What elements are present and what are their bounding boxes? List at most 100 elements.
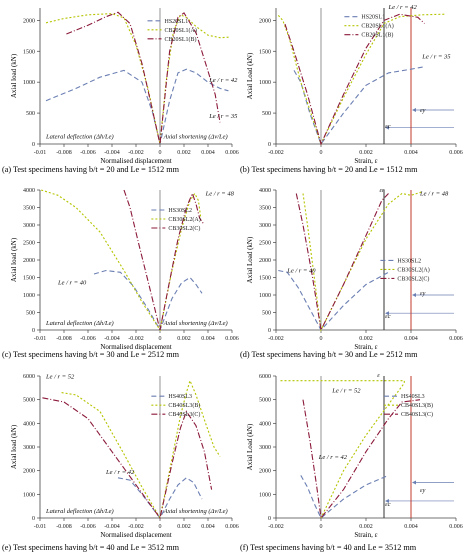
- x-tick-label: 0.002: [359, 336, 373, 342]
- x-tick-label: 0.006: [225, 336, 239, 342]
- x-tick-label: 0.002: [177, 150, 191, 156]
- x-tick-label: 0.004: [201, 336, 215, 342]
- series-line-0: [45, 68, 229, 145]
- series-line-1: [280, 380, 405, 519]
- y-tick-label: 0: [32, 516, 35, 522]
- y-tick-label: 4000: [23, 421, 35, 427]
- panel-caption: (b) Test specimens having b/t = 20 and L…: [240, 165, 418, 174]
- annotation: εy: [420, 487, 426, 494]
- legend-entry: CB20SL1(A): [165, 27, 197, 34]
- y-tick-label: 500: [262, 311, 271, 317]
- series-line-0: [278, 269, 389, 331]
- y-tick-label: 2000: [259, 258, 271, 264]
- ref-arrow-head: [385, 125, 389, 130]
- x-tick-label: 0.006: [225, 150, 239, 156]
- annotation: Le / r = 48: [419, 190, 449, 197]
- x-tick-label: -0.002: [268, 524, 284, 530]
- x-axis-title: Strain, ε: [354, 343, 377, 351]
- x-axis-title: Normalised displacement: [100, 157, 171, 165]
- ref-arrow-head: [412, 108, 416, 112]
- ref-arrow-head: [412, 480, 416, 485]
- annotation: Le / r = 42: [318, 454, 348, 461]
- legend-entry: HS30SL2: [168, 208, 192, 214]
- x-tick-label: 0.006: [449, 524, 463, 530]
- annotation: Lateral deflection (Δh/Le): [45, 508, 114, 515]
- series-line-2: [66, 11, 221, 145]
- x-tick-label: 0: [159, 524, 162, 530]
- series-line-2: [302, 399, 421, 520]
- y-tick-label: 2500: [259, 241, 271, 247]
- legend-entry: CB30SL2(A): [168, 216, 200, 223]
- panel-caption: (f) Test specimens having b/t = 40 and L…: [240, 543, 417, 552]
- y-tick-label: 1500: [259, 276, 271, 282]
- legend-entry: CB40SL3(B): [168, 402, 200, 409]
- x-tick-label: -0.004: [104, 336, 120, 342]
- x-tick-label: 0.004: [201, 150, 215, 156]
- x-tick-label: 0.002: [359, 524, 373, 530]
- annotation: Le / r = 42: [388, 4, 418, 11]
- y-tick-label: 1000: [259, 492, 271, 498]
- series-line-1: [277, 13, 445, 146]
- series-line-1: [45, 13, 230, 145]
- chart-panel-e: -0.01 -0.008 -0.006 -0.004 -0.002 0 0.002 0.004…: [2, 373, 239, 552]
- y-tick-label: 3000: [23, 223, 35, 229]
- chart-panel-d: -0.002 0 0.002 0.004 0.006 0 500 1000 1500 2000 25…: [240, 187, 463, 359]
- y-tick-label: 1500: [259, 49, 271, 55]
- x-tick-label: 0.004: [404, 336, 418, 342]
- chart-panel-c: -0.01 -0.008 -0.006 -0.004 -0.002 0 0.002 0.004…: [2, 188, 239, 359]
- y-tick-label: 0: [32, 142, 35, 148]
- legend-entry: HS20SL1: [165, 19, 189, 25]
- x-axis-title: Strain, ε: [354, 157, 377, 165]
- y-tick-label: 5000: [259, 398, 271, 404]
- x-tick-label: -0.006: [80, 150, 96, 156]
- legend: HS30SL2 CB30SL2(A) CB30SL2(C): [151, 208, 201, 232]
- legend-entry: CB40SL3(B): [401, 402, 433, 409]
- x-tick-label: -0.006: [80, 524, 96, 530]
- ref-arrow-head: [385, 498, 389, 503]
- x-tick-label: 0.006: [225, 524, 239, 530]
- annotation: Le / r = 40: [286, 267, 316, 274]
- x-tick-label: -0.002: [128, 524, 144, 530]
- legend-entry: HS40SL3: [401, 394, 425, 400]
- y-tick-label: 0: [268, 516, 271, 522]
- panel-caption: (c) Test specimens having b/t = 30 and L…: [2, 350, 180, 359]
- annotation: Le / r = 52: [45, 373, 75, 380]
- legend-entry: CB20SL1(A): [361, 23, 393, 30]
- x-tick-label: -0.008: [56, 336, 72, 342]
- legend: HS20SL1 CB20SL1(A) CB20SL1(B): [147, 19, 197, 43]
- annotation: Axial shortening (Δv/Le): [163, 508, 228, 515]
- x-tick-label: 0.006: [449, 336, 463, 342]
- series-line-0: [117, 477, 203, 520]
- annotation: Le / r = 42: [105, 469, 135, 476]
- y-tick-label: 0: [268, 142, 271, 148]
- panel-caption: (d) Test specimens having b/t = 30 and L…: [240, 350, 418, 359]
- x-tick-label: -0.008: [56, 150, 72, 156]
- x-tick-label: -0.008: [56, 524, 72, 530]
- x-tick-label: -0.002: [268, 336, 284, 342]
- y-axis-title: Axial load (kN): [10, 237, 18, 282]
- y-tick-label: 3000: [259, 223, 271, 229]
- annotation: Le / r = 52: [331, 388, 361, 395]
- annotation: εc: [385, 501, 391, 508]
- annotation: Le / r = 35: [208, 113, 238, 120]
- ref-arrow-head: [385, 311, 389, 316]
- chart-panel-a: -0.01 -0.008 -0.006 -0.004 -0.002 0 0.002 0.004…: [2, 8, 239, 174]
- y-tick-label: 2000: [23, 18, 35, 24]
- x-tick-label: 0.004: [404, 524, 418, 530]
- legend-entry: CB30SL2(A): [397, 266, 429, 273]
- series-line-2: [42, 397, 213, 520]
- annotation: Le / r = 40: [57, 280, 87, 287]
- series-line-0: [300, 474, 389, 519]
- x-tick-label: 0.006: [449, 150, 463, 156]
- annotation: Lateral deflection (Δh/Le): [45, 320, 114, 327]
- y-tick-label: 2000: [259, 18, 271, 24]
- y-tick-label: 3500: [259, 206, 271, 212]
- y-tick-label: 500: [26, 311, 35, 317]
- y-tick-label: 1000: [259, 293, 271, 299]
- x-tick-label: 0.002: [177, 336, 191, 342]
- series-line-1: [61, 379, 221, 520]
- y-tick-label: 2000: [23, 258, 35, 264]
- y-tick-label: 3000: [259, 445, 271, 451]
- y-tick-label: 500: [26, 111, 35, 117]
